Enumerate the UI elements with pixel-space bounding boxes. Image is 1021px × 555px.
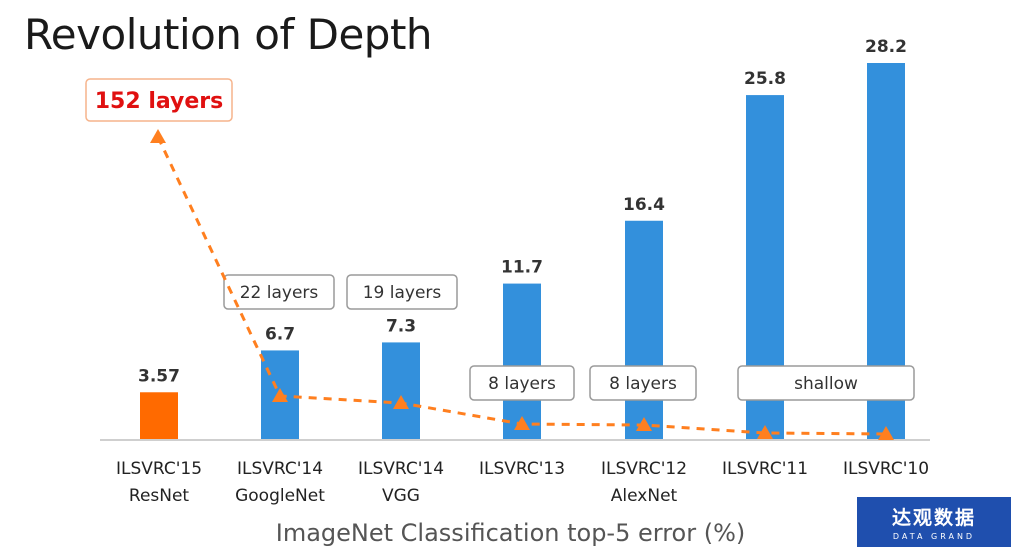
depth-marker-6 <box>878 426 894 440</box>
value-label-6: 28.2 <box>865 37 907 57</box>
category-sublabel-0: ResNet <box>129 486 190 506</box>
category-label-3: ILSVRC'13 <box>479 459 565 479</box>
depth-label-2: 19 layers <box>363 283 442 303</box>
depth-marker-2 <box>393 395 409 409</box>
bar-0 <box>140 392 178 440</box>
category-label-4: ILSVRC'12 <box>601 459 687 479</box>
category-label-1: ILSVRC'14 <box>237 459 323 479</box>
depth-box-0 <box>85 78 233 122</box>
category-label-2: ILSVRC'14 <box>358 459 444 479</box>
category-sublabel-4: AlexNet <box>611 486 678 506</box>
bar-4 <box>625 220 663 440</box>
bar-3 <box>503 283 541 440</box>
depth-marker-1 <box>272 388 288 402</box>
bar-2 <box>382 342 420 440</box>
value-label-1: 6.7 <box>265 324 295 344</box>
slide-title: Revolution of Depth <box>24 10 433 59</box>
logo-chinese-text: 达观数据 <box>891 507 976 529</box>
value-label-3: 11.7 <box>501 258 543 278</box>
logo-english-text: DATA GRAND <box>892 532 976 541</box>
depth-box-2 <box>346 274 458 310</box>
depth-marker-3 <box>514 416 530 430</box>
depth-label-5: shallow <box>794 374 858 394</box>
category-label-5: ILSVRC'11 <box>722 459 808 479</box>
depth-label-0: 152 layers <box>95 89 224 114</box>
depth-label-3: 8 layers <box>488 374 556 394</box>
category-label-0: ILSVRC'15 <box>116 459 202 479</box>
depth-box-5 <box>737 365 915 401</box>
value-label-2: 7.3 <box>386 316 416 336</box>
depth-box-1 <box>223 274 335 310</box>
depth-label-1: 22 layers <box>240 283 319 303</box>
depth-marker-4 <box>636 417 652 431</box>
depth-box-4 <box>589 365 697 401</box>
depth-box-3 <box>469 365 575 401</box>
category-sublabel-1: GoogleNet <box>235 486 325 506</box>
depth-label-4: 8 layers <box>609 374 677 394</box>
value-label-4: 16.4 <box>623 195 665 215</box>
data-grand-logo: 达观数据 DATA GRAND <box>857 497 1011 547</box>
category-sublabel-2: VGG <box>382 486 420 506</box>
depth-marker-0 <box>150 129 166 143</box>
chart-caption: ImageNet Classification top-5 error (%) <box>275 519 746 547</box>
value-label-0: 3.57 <box>138 366 180 386</box>
depth-marker-5 <box>757 425 773 439</box>
category-label-6: ILSVRC'10 <box>843 459 929 479</box>
value-label-5: 25.8 <box>744 69 786 89</box>
